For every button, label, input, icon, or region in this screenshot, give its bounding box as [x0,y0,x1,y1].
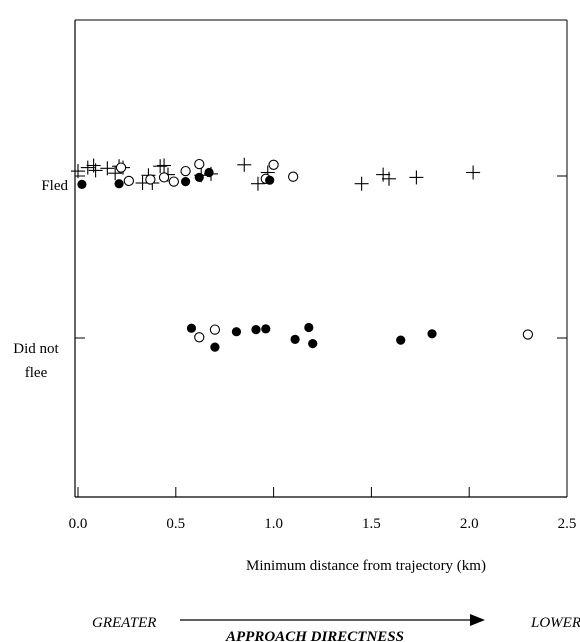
open-circle-point-9 [288,171,299,182]
filled-circle-point-2 [180,177,191,187]
y-ticks [75,175,567,339]
data-points [71,157,534,352]
filled-circle-point-7 [210,342,220,352]
plot-frame [74,19,568,498]
plus-point-5 [108,166,123,181]
open-circle-point-6 [194,158,205,170]
open-circle-point-11 [209,324,221,335]
x-tick-label-4: 2.0 [460,516,479,532]
x-tick-label-3: 1.5 [362,516,381,532]
direction-right-label: LOWER [530,615,580,631]
open-circle-point-1 [123,175,135,187]
filled-circle-point-1 [114,179,124,189]
open-circle-point-4 [168,176,179,187]
plus-point-17 [250,176,265,191]
filled-circle-point-8 [231,327,242,337]
direction-arrow-head [470,614,485,626]
filled-circle-point-5 [265,175,275,185]
plus-point-11 [153,159,168,174]
filled-circle-point-4 [204,167,214,178]
category-label-did-not: Did not [13,341,59,357]
direction-title: APPROACH DIRECTNESS [225,629,404,642]
filled-circle-point-15 [427,329,437,339]
plus-point-23 [466,165,481,180]
plus-point-3 [88,163,103,178]
filled-circle-point-12 [304,322,314,333]
open-circle-point-0 [115,162,127,173]
direction-indicator: GREATER LOWER APPROACH DIRECTNESS [92,614,580,642]
open-circle-point-10 [194,332,205,343]
plus-point-22 [409,170,424,185]
open-circle-point-8 [268,159,279,170]
filled-circle-point-6 [186,323,197,333]
filled-circle-point-14 [396,335,406,345]
filled-circle-point-10 [261,324,271,334]
x-tick-label-0: 0.0 [69,516,88,532]
plus-point-19 [354,176,369,191]
category-label-flee: flee [25,365,48,381]
x-tick-label-5: 2.5 [558,516,577,532]
open-circle-point-12 [522,329,534,340]
plus-point-4 [100,161,115,176]
category-labels: Fled Did not flee [13,178,68,381]
open-circle-point-2 [145,174,156,185]
plus-point-16 [237,157,252,172]
plus-point-21 [382,171,397,186]
filled-circle-point-9 [251,325,261,335]
filled-circle-point-13 [308,339,318,349]
plus-point-0 [71,164,85,179]
filled-circle-point-0 [77,179,87,189]
category-label-fled: Fled [41,178,68,194]
plus-point-12 [157,158,172,173]
filled-circle-point-3 [194,172,204,182]
plus-point-1 [80,160,95,175]
open-circle-point-5 [180,165,191,177]
x-axis-title: Minimum distance from trajectory (km) [246,558,486,574]
direction-left-label: GREATER [92,615,156,631]
filled-circle-point-11 [290,334,300,344]
x-tick-label-2: 1.0 [264,516,283,532]
open-circle-point-3 [158,172,170,183]
x-tick-label-1: 0.5 [166,516,185,532]
x-ticks: 0.0 0.5 1.0 1.5 2.0 2.5 [69,487,577,532]
plus-point-20 [376,167,391,182]
